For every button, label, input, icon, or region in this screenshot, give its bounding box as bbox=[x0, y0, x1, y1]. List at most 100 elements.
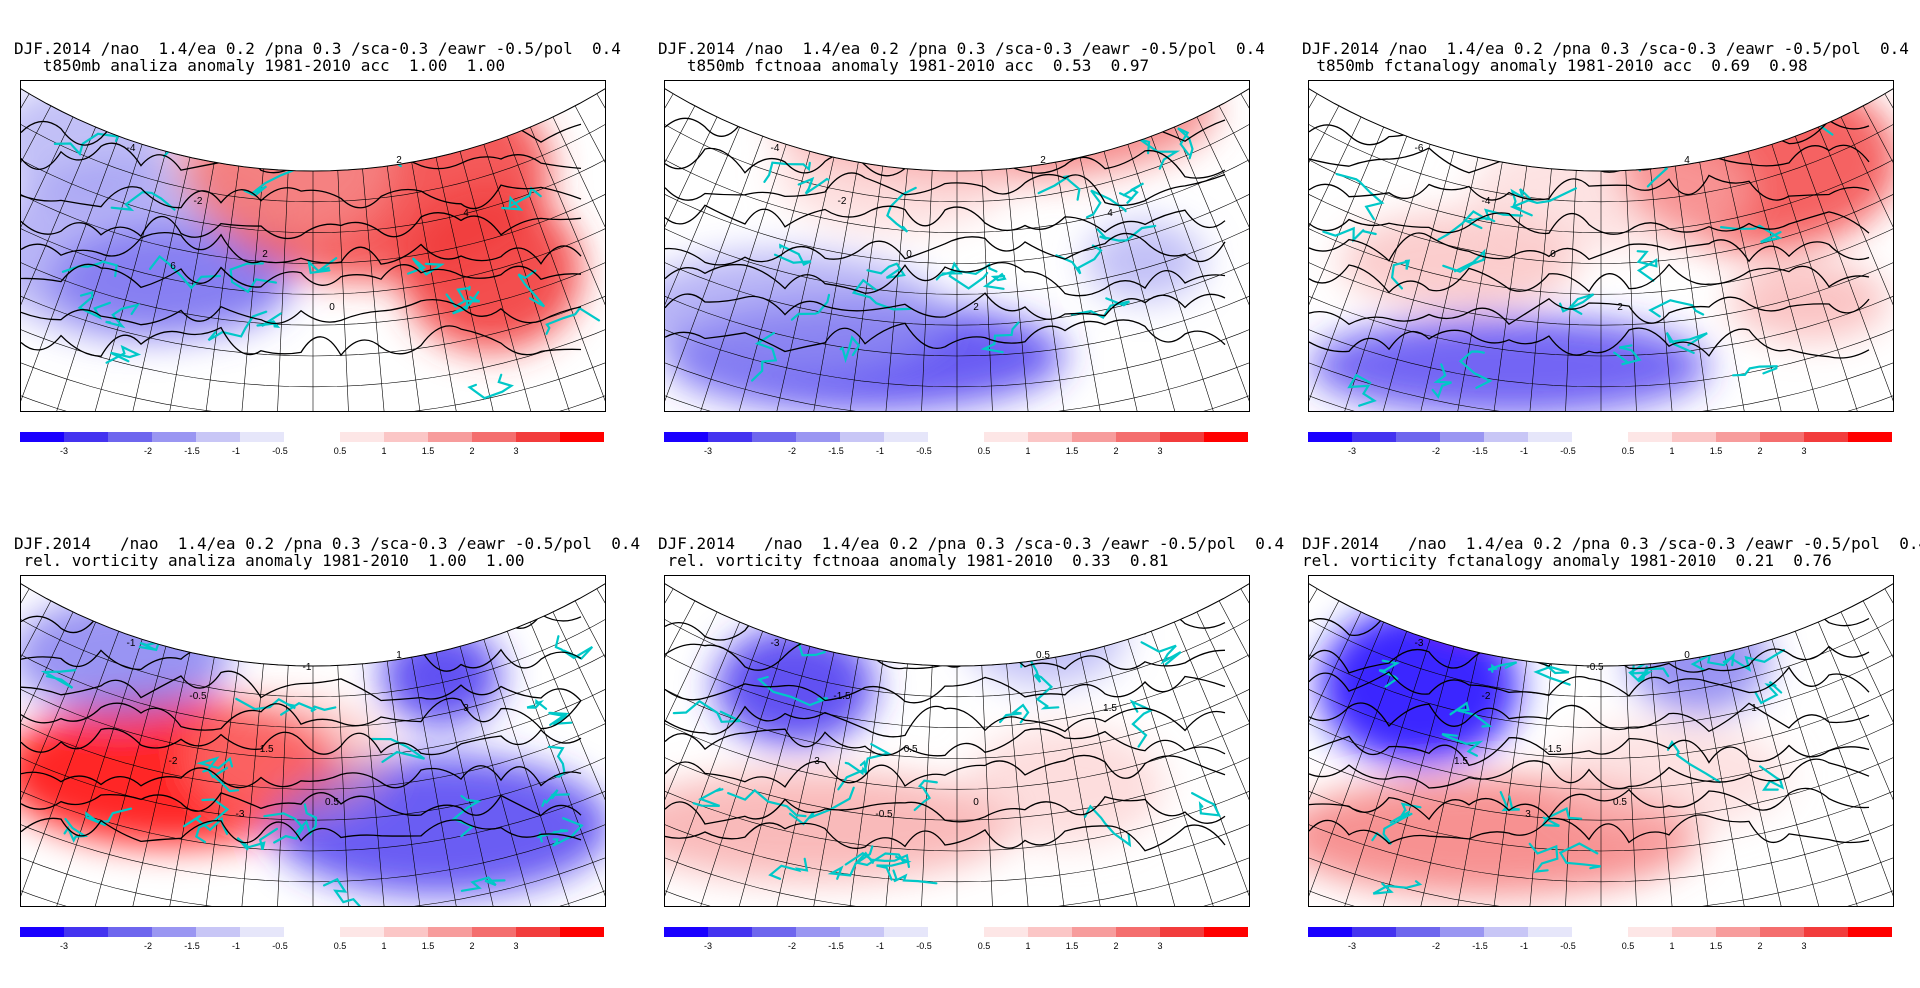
contour-label: 2 bbox=[973, 302, 979, 313]
colorbar-swatch bbox=[64, 432, 108, 442]
anomaly-map: -3 -2 -1.5 0.5 0 1 1.5 3 -0.5 bbox=[1309, 576, 1893, 906]
colorbar-tick-label: -1.5 bbox=[184, 941, 200, 951]
contour-label: 1 bbox=[396, 650, 402, 661]
colorbar-swatch bbox=[796, 927, 840, 937]
contour-label: -3 bbox=[1415, 638, 1424, 649]
panel-title-line2: t850mb analiza anomaly 1981-2010 acc 1.0… bbox=[42, 56, 506, 75]
anomaly-shading bbox=[795, 576, 875, 616]
contour-label: -2 bbox=[1482, 691, 1491, 702]
anomaly-shading bbox=[1309, 316, 1709, 411]
panel-title: DJF.2014 /nao 1.4/ea 0.2 /pna 0.3 /sca-0… bbox=[14, 40, 621, 75]
colorbar-tick-label: 0.5 bbox=[978, 941, 991, 951]
colorbar-swatch bbox=[1848, 927, 1892, 937]
colorbar-swatch bbox=[884, 927, 928, 937]
contour-label: -2 bbox=[169, 756, 178, 767]
anomaly-shading bbox=[665, 771, 1015, 881]
contour-label: -0.5 bbox=[189, 691, 207, 702]
anomaly-shading bbox=[1085, 221, 1205, 301]
colorbar-swatch bbox=[384, 432, 428, 442]
colorbar-swatch bbox=[1396, 432, 1440, 442]
colorbar: -3 -2 -1.5 -1 -0.5 0.5 1 1.5 2 3 bbox=[664, 927, 1248, 957]
colorbar-tick-label: 2 bbox=[469, 941, 474, 951]
colorbar-tick-label: -2 bbox=[144, 941, 152, 951]
colorbar-tick-label: 1.5 bbox=[1066, 941, 1079, 951]
colorbar-swatch bbox=[1628, 927, 1672, 937]
contour-lines bbox=[665, 610, 1226, 852]
colorbar-swatch bbox=[1352, 927, 1396, 937]
colorbar-tick-label: -1 bbox=[1520, 446, 1528, 456]
anomaly-shading bbox=[1549, 721, 1789, 831]
contour-label: -0.5 bbox=[900, 744, 918, 755]
colorbar-swatch bbox=[1204, 432, 1248, 442]
contour-label: -0.5 bbox=[1586, 662, 1604, 673]
colorbar-tick-label: -0.5 bbox=[1560, 446, 1576, 456]
colorbar-swatch bbox=[1028, 927, 1072, 937]
contour-label: -1.5 bbox=[256, 744, 274, 755]
colorbar-swatch bbox=[840, 432, 884, 442]
colorbar-tick-label: 2 bbox=[469, 446, 474, 456]
contour-label: 0.5 bbox=[1613, 797, 1627, 808]
contour-lines bbox=[1309, 114, 1870, 359]
colorbar-swatch bbox=[1804, 432, 1848, 442]
colorbar-tick-label: -3 bbox=[704, 941, 712, 951]
colorbar-swatch bbox=[196, 432, 240, 442]
colorbar-tick-label: 1 bbox=[381, 941, 386, 951]
colorbar-swatch bbox=[1528, 927, 1572, 937]
colorbar-tick-label: 1 bbox=[1669, 446, 1674, 456]
colorbar-tick-label: 0.5 bbox=[334, 446, 347, 456]
contour-label: -2 bbox=[838, 196, 847, 207]
colorbar-swatch bbox=[196, 927, 240, 937]
colorbar-swatch bbox=[984, 432, 1028, 442]
colorbar-swatch bbox=[428, 927, 472, 937]
colorbar-tick-label: -0.5 bbox=[272, 446, 288, 456]
contour-label: 0 bbox=[1550, 249, 1556, 260]
colorbar-tick-label: -3 bbox=[1348, 446, 1356, 456]
colorbar-tick-label: 0.5 bbox=[334, 941, 347, 951]
panel-title: DJF.2014 /nao 1.4/ea 0.2 /pna 0.3 /sca-0… bbox=[1302, 40, 1909, 74]
colorbar-tick-label: -1 bbox=[1520, 941, 1528, 951]
colorbar-tick-label: -1 bbox=[232, 446, 240, 456]
colorbar-tick-label: 3 bbox=[1157, 941, 1162, 951]
colorbar-swatch bbox=[472, 432, 516, 442]
contour-label: 2 bbox=[396, 155, 402, 166]
colorbar-swatch bbox=[1396, 927, 1440, 937]
contour-label: 0 bbox=[329, 302, 335, 313]
colorbar-swatch bbox=[1804, 927, 1848, 937]
contour-label: 1 bbox=[1751, 703, 1757, 714]
panel-title: DJF.2014 /nao 1.4/ea 0.2 /pna 0.3 /sca-0… bbox=[14, 535, 640, 569]
colorbar-swatch bbox=[1160, 927, 1204, 937]
colorbar-swatch bbox=[1308, 927, 1352, 937]
anomaly-map: -1 -0.5 -1.5 0.5 1 3 -2 -3 -1 bbox=[21, 576, 605, 906]
anomaly-shading bbox=[171, 81, 391, 241]
colorbar-tick-label: 3 bbox=[1801, 941, 1806, 951]
contour-label: -3 bbox=[236, 809, 245, 820]
lat-lon-grid bbox=[21, 576, 605, 906]
colorbar-swatch bbox=[472, 927, 516, 937]
colorbar-swatch bbox=[1160, 432, 1204, 442]
anomaly-shading bbox=[381, 626, 501, 726]
contour-label: 6 bbox=[170, 261, 176, 272]
colorbar-swatch bbox=[1760, 927, 1804, 937]
colorbar-swatch bbox=[752, 927, 796, 937]
panel-title-line2: rel. vorticity fctanalogy anomaly 1981-2… bbox=[1302, 551, 1832, 570]
colorbar-swatch bbox=[1628, 432, 1672, 442]
contour-label: -1 bbox=[127, 638, 136, 649]
colorbar-swatch bbox=[1716, 927, 1760, 937]
anomaly-map: -3 -1.5 -0.5 0 0.5 1.5 3 -0.5 bbox=[665, 576, 1249, 906]
colorbar-swatch bbox=[1672, 927, 1716, 937]
colorbar-tick-label: 1 bbox=[1669, 941, 1674, 951]
colorbar-tick-label: -3 bbox=[1348, 941, 1356, 951]
colorbar-tick-label: 0.5 bbox=[1622, 446, 1635, 456]
contour-label: -1 bbox=[303, 662, 312, 673]
colorbar-swatch bbox=[20, 927, 64, 937]
colorbar-swatch bbox=[1204, 927, 1248, 937]
colorbar-swatch bbox=[560, 927, 604, 937]
colorbar-swatch bbox=[64, 927, 108, 937]
panel-title-line2: t850mb fctnoaa anomaly 1981-2010 acc 0.5… bbox=[686, 56, 1150, 75]
colorbar-tick-label: 3 bbox=[1801, 446, 1806, 456]
colorbar-swatch bbox=[340, 927, 384, 937]
panel-title: DJF.2014 /nao 1.4/ea 0.2 /pna 0.3 /sca-0… bbox=[658, 535, 1284, 569]
colorbar: -3 -2 -1.5 -1 -0.5 0.5 1 1.5 2 3 bbox=[20, 432, 604, 462]
colorbar-swatch bbox=[1440, 927, 1484, 937]
colorbar-swatch bbox=[884, 432, 928, 442]
